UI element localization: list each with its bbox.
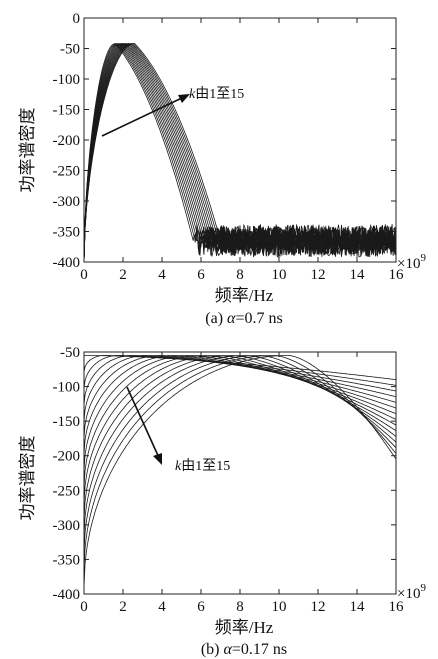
a-y-tick-label: -250 (53, 164, 81, 180)
a-x-tick-label: 14 (350, 267, 366, 283)
b-x-tick-label: 4 (158, 599, 166, 615)
b-y-tick-label: -200 (53, 449, 81, 465)
chart-b-x-exponent: ×109 (397, 582, 426, 602)
a-y-tick-label: 0 (73, 11, 81, 27)
chart-b-annotation: k由1至15 (127, 387, 230, 474)
chart-a-caption: (a) α=0.7 ns (205, 310, 282, 327)
b-y-tick-label: -300 (53, 518, 81, 534)
b-y-tick-label: -250 (53, 483, 81, 499)
chart-a-x-axis-label: 频率/Hz (215, 286, 274, 305)
a-x-tick-label: 8 (236, 267, 244, 283)
b-x-tick-label: 10 (272, 599, 287, 615)
b-x-tick-label: 6 (197, 599, 205, 615)
a-y-tick-label: -400 (53, 255, 81, 271)
chart-a: 0 2 4 6 8 10 12 14 16 0-50-100-150-200-250-300-3… (18, 11, 426, 327)
chart-b-y-tick-labels: -50 -100 -150 -200 -250 -300 -350 -400 (53, 345, 81, 603)
chart-b: 0 2 4 6 8 10 12 14 16 -50-100-150-200-250-300-35… (18, 345, 426, 658)
chart-b-series-line (84, 356, 396, 521)
chart-b-frame (84, 352, 396, 594)
a-x-tick-label: 2 (119, 267, 127, 283)
chart-a-annotation-text: 由1至15 (195, 86, 244, 102)
b-y-tick-label: -50 (60, 345, 80, 361)
b-y-tick-label: -350 (53, 552, 81, 568)
a-y-tick-label: -150 (53, 103, 81, 119)
chart-b-ticks (84, 352, 396, 594)
b-y-tick-label: -100 (53, 380, 81, 396)
chart-b-series-line (84, 356, 396, 472)
chart-b-x-tick-labels: 0 2 4 6 8 10 12 14 16 (80, 599, 404, 615)
a-x-tick-label: 0 (80, 267, 88, 283)
chart-a-y-axis-label: 功率谱密度 (18, 108, 37, 193)
b-x-tick-label: 2 (119, 599, 127, 615)
chart-b-annotation-arrow (127, 387, 160, 460)
a-x-tick-label: 4 (158, 267, 166, 283)
a-y-tick-label: -100 (53, 72, 81, 88)
a-y-tick-label: -350 (53, 225, 81, 241)
b-x-tick-label: 8 (236, 599, 244, 615)
a-x-tick-label: 12 (311, 267, 326, 283)
chart-b-curves (84, 356, 396, 588)
b-x-tick-label: 12 (311, 599, 326, 615)
chart-b-caption: (b) α=0.17 ns (201, 641, 287, 658)
svg-text:k由1至15: k由1至15 (189, 86, 244, 102)
chart-b-series-line (84, 356, 396, 588)
chart-b-y-axis-label: 功率谱密度 (18, 436, 37, 521)
chart-a-curves (84, 44, 396, 262)
b-x-tick-label: 14 (350, 599, 366, 615)
chart-a-y-tick-labels: 0 -50 -100 -150 -200 -250 -300 -350 -400 (53, 11, 81, 271)
chart-a-x-exponent-power: 9 (420, 252, 426, 264)
chart-b-annotation-text: 由1至15 (181, 458, 230, 474)
chart-b-series-line (84, 356, 396, 571)
chart-b-x-axis-label: 频率/Hz (215, 618, 274, 637)
b-x-tick-label: 0 (80, 599, 88, 615)
chart-a-x-tick-labels: 0 2 4 6 8 10 12 14 16 (80, 267, 404, 283)
b-y-tick-label: -150 (53, 414, 81, 430)
chart-b-series-line (84, 356, 396, 386)
chart-b-series-line (84, 356, 396, 555)
svg-text:k由1至15: k由1至15 (175, 458, 230, 474)
chart-b-annotation-arrowhead (153, 453, 162, 465)
chart-b-x-exponent-power: 9 (420, 582, 426, 594)
chart-a-x-exponent: ×109 (397, 252, 426, 272)
a-y-tick-label: -300 (53, 194, 81, 210)
a-x-tick-label: 6 (197, 267, 205, 283)
b-y-tick-label: -400 (53, 587, 81, 603)
a-y-tick-label: -200 (53, 133, 81, 149)
chart-a-series-line (84, 44, 396, 262)
a-y-tick-label: -50 (60, 42, 80, 58)
a-x-tick-label: 10 (272, 267, 287, 283)
